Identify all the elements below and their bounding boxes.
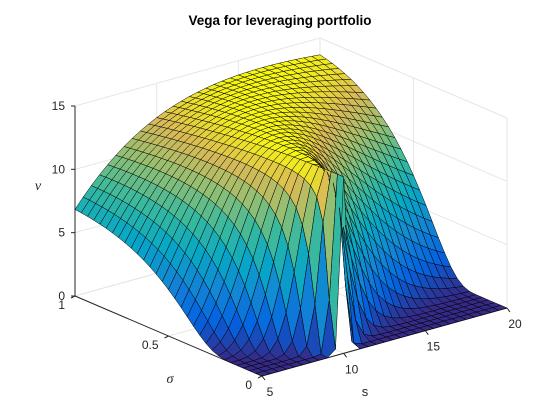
x-tick-label: 15 (427, 340, 441, 354)
x-tick (506, 307, 511, 313)
x-tick-label: 20 (508, 317, 522, 331)
y-tick (164, 335, 169, 339)
surface-patch (353, 342, 369, 350)
y-tick-label: 0 (245, 378, 252, 392)
z-tick-label: 0 (58, 289, 65, 303)
chart-title: Vega for leveraging portfolio (188, 13, 371, 28)
y-axis-label: σ (167, 372, 175, 387)
backwall-gridline-z (74, 37, 321, 107)
z-tick-label: 5 (58, 226, 65, 240)
labels: Vega for leveraging portfolio ν σ s 5101… (35, 13, 522, 399)
x-axis-label: s (362, 384, 369, 399)
y-tick (257, 375, 263, 379)
sidewall-gridline-z (319, 37, 508, 119)
x-tick (343, 353, 348, 358)
x-tick-label: 5 (267, 385, 274, 399)
y-tick-label: 0.5 (142, 338, 159, 352)
x-tick-label: 10 (345, 362, 359, 376)
z-tick-label: 10 (52, 162, 66, 176)
z-axis-label: ν (35, 179, 42, 194)
z-tick-label: 15 (52, 99, 66, 113)
x-tick (261, 375, 266, 381)
y-tick-label: 1 (58, 298, 65, 312)
x-tick (424, 330, 429, 335)
surface-patch (255, 370, 271, 377)
surface-mesh (74, 54, 508, 377)
